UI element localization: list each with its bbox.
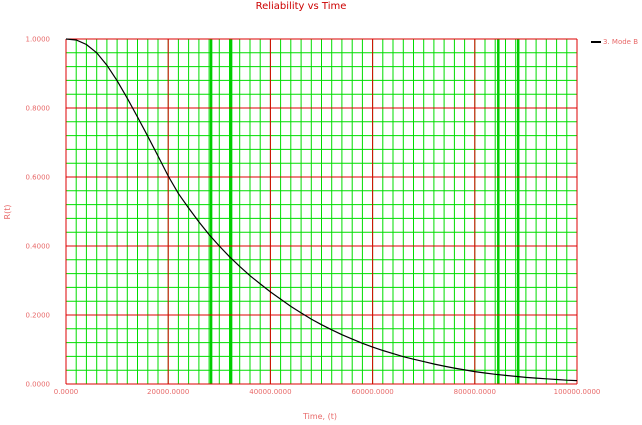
legend: 3. Mode B bbox=[591, 38, 638, 46]
x-tick-label: 60000.0000 bbox=[351, 388, 393, 396]
grid bbox=[65, 38, 578, 385]
x-tick-label: 0.0000 bbox=[54, 388, 79, 396]
x-tick-label: 80000.0000 bbox=[454, 388, 496, 396]
y-tick-label: 0.2000 bbox=[26, 312, 51, 320]
series-line-mode-b bbox=[65, 38, 578, 382]
series bbox=[65, 38, 578, 382]
y-tick-label: 0.8000 bbox=[26, 105, 51, 113]
y-tick-label: 0.4000 bbox=[26, 243, 51, 251]
y-tick-labels: 0.0000 0.2000 0.4000 0.6000 0.8000 1.0000 bbox=[26, 36, 51, 389]
y-tick-label: 0.0000 bbox=[26, 381, 51, 389]
x-axis-label: Time, (t) bbox=[302, 412, 337, 421]
legend-label-mode-b: 3. Mode B bbox=[603, 38, 638, 46]
x-tick-labels: 0.0000 20000.0000 40000.0000 60000.0000 8000… bbox=[54, 388, 601, 396]
x-tick-label: 20000.0000 bbox=[147, 388, 189, 396]
axes bbox=[65, 39, 577, 385]
chart-title: Reliability vs Time bbox=[256, 1, 347, 12]
y-tick-label: 0.6000 bbox=[26, 174, 51, 182]
x-tick-label: 100000.0000 bbox=[554, 388, 601, 396]
y-tick-label: 1.0000 bbox=[26, 36, 51, 44]
y-axis-label: R(t) bbox=[3, 205, 12, 220]
x-tick-label: 40000.0000 bbox=[249, 388, 291, 396]
